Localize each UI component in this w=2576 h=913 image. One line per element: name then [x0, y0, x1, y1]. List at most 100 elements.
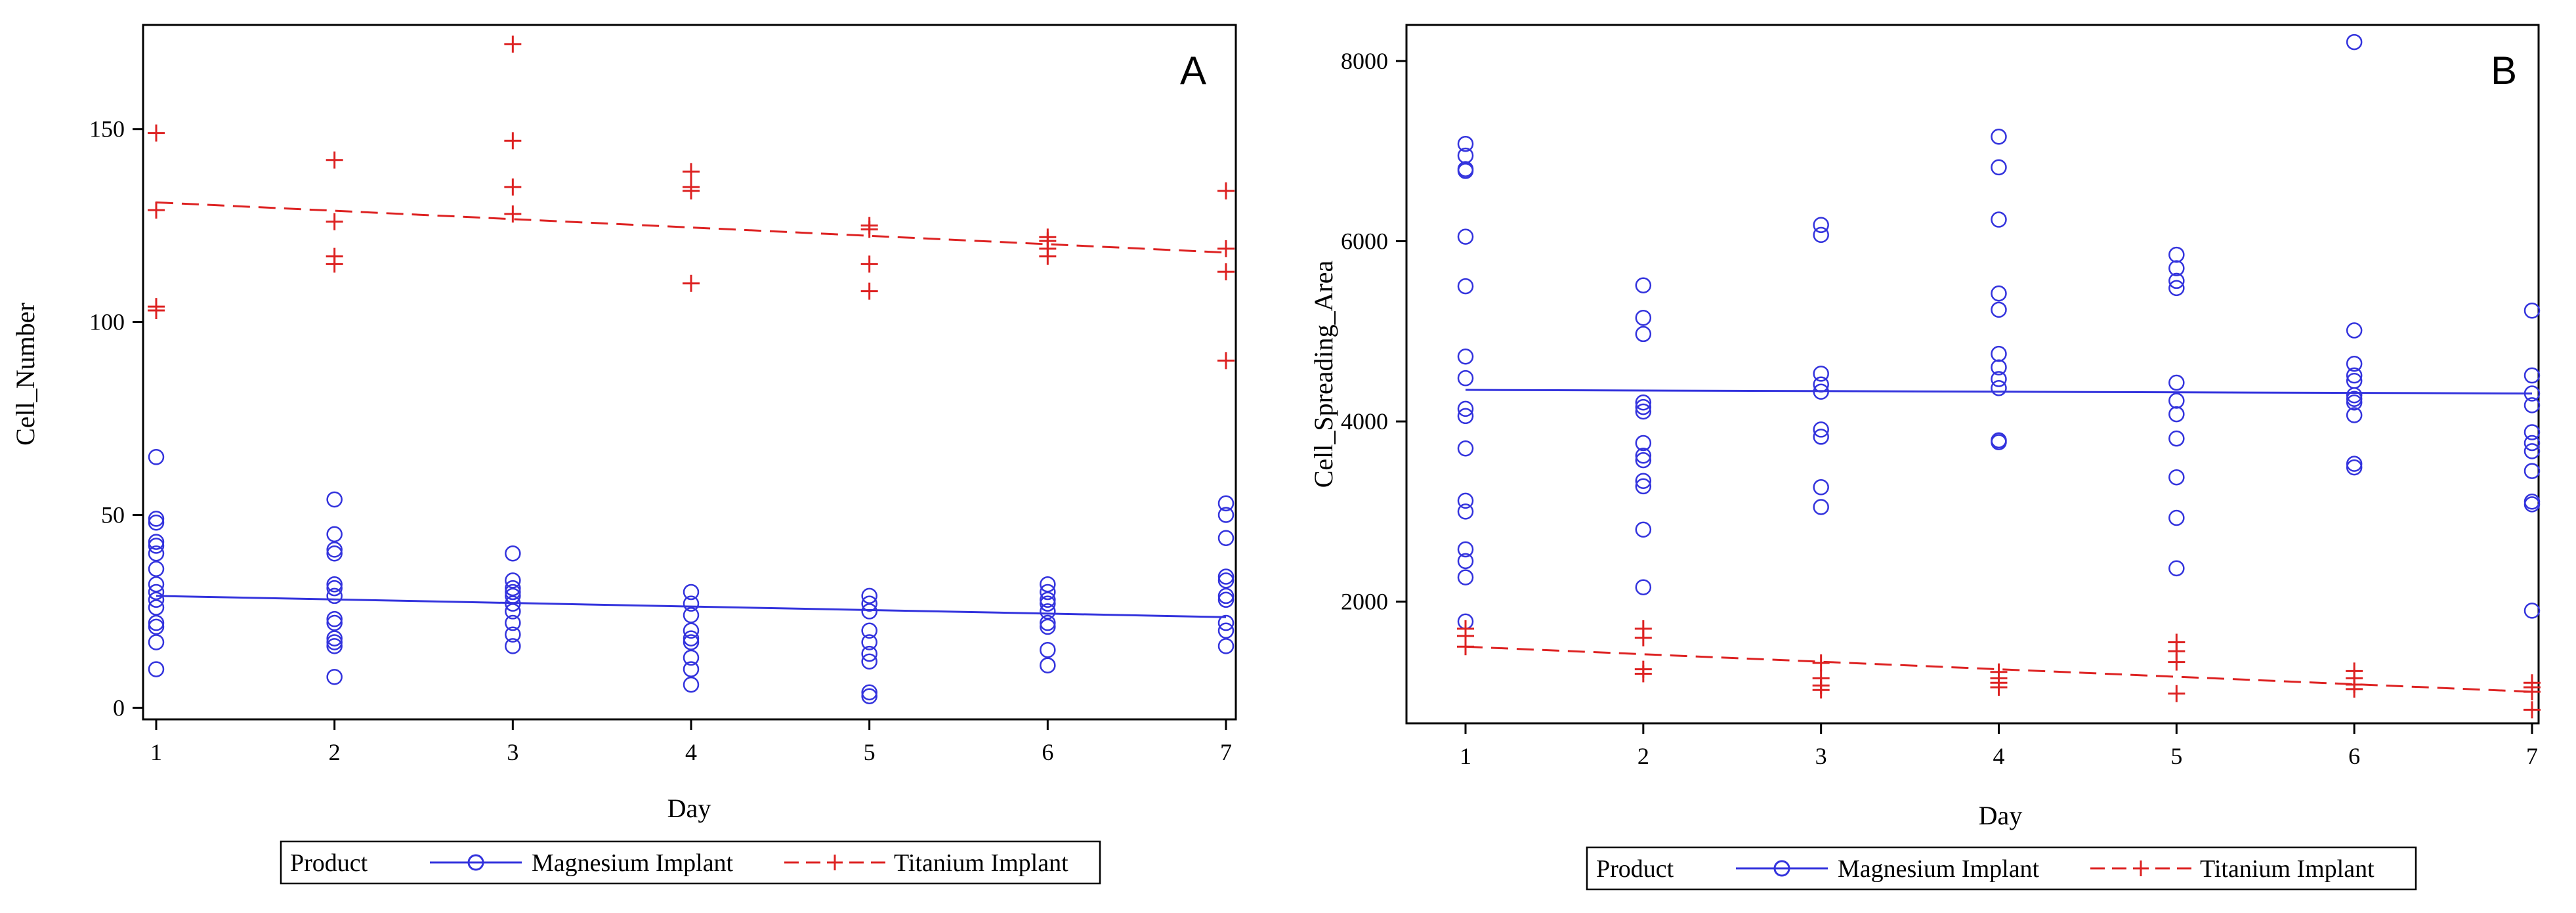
panel-b-titanium-point [2346, 680, 2363, 698]
panel-b-plot-frame [1405, 24, 2540, 725]
panel-b-magnesium-point [2523, 435, 2541, 452]
panel-a-titanium-point [1217, 240, 1235, 257]
panel-b-y-axis-label: Cell_Spreading_Area [1309, 260, 1338, 488]
panel-a-magnesium-point [148, 599, 165, 616]
panel-a-titanium-point [1217, 182, 1235, 200]
panel-b-magnesium-point [1457, 492, 1474, 509]
panel-b-titanium-point [2168, 653, 2185, 671]
panel-b-magnesium-point [1457, 370, 1474, 387]
panel-a-titanium-point [683, 274, 700, 292]
panel-b-magnesium-point [1457, 278, 1474, 295]
panel-a-magnesium-point [861, 595, 877, 612]
panel-b-ticks: 1 2 3 4 5 6 7 2000 4000 6000 8000 [1341, 48, 2538, 769]
panel-a-titanium-point [683, 182, 700, 200]
panel-b-magnesium-point [1635, 579, 1652, 595]
panel-b-magnesium-point [2168, 560, 2185, 577]
panel-b-magnesium-point [1457, 503, 1474, 520]
panel-a-titanium-point [504, 132, 522, 150]
panel-b-y-tick-label: 4000 [1341, 408, 1388, 435]
panel-b-y-tick-label: 6000 [1341, 228, 1388, 254]
panel-a-x-tick-label: 7 [1220, 739, 1232, 765]
panel-b-x-tick-label: 5 [2170, 743, 2182, 769]
panel-b-magnesium-point [1635, 473, 1652, 489]
panel-b-magnesium-point [1991, 159, 2007, 176]
panel-b-magnesium-point [1991, 371, 2007, 387]
panel-b-magnesium-point [1457, 228, 1474, 245]
panel-a-legend-titanium-marker [827, 855, 843, 870]
panel-b-magnesium-point [1635, 447, 1652, 464]
panel-a-magnesium-point [326, 526, 343, 543]
panel-a-x-axis-label: Day [667, 794, 711, 823]
panel-b-magnesium-point [1635, 452, 1652, 469]
panel-b-magnesium-point [1813, 429, 1829, 445]
panel-a-magnesium-point [1217, 572, 1235, 589]
panel-b-magnesium-point [1991, 128, 2007, 145]
panel-a-x-tick-label: 3 [507, 739, 518, 765]
panel-b-x-tick-label: 2 [1637, 743, 1649, 769]
panel-b-titanium-point [1990, 679, 2008, 696]
panel-b-magnesium-point [2168, 430, 2185, 447]
panel-a-magnesium-point [1217, 507, 1235, 523]
panel-a-magnesium-point [148, 545, 165, 562]
panel-b-magnesium-point [1991, 285, 2007, 302]
panel-a-magnesium-point [861, 622, 877, 639]
panel-a-magnesium-point [1040, 591, 1056, 608]
panel-b-magnesium-point [2346, 459, 2363, 476]
panel-b-legend-title: Product [1596, 855, 1674, 883]
panel-a-magnesium-point [683, 622, 700, 639]
panel-a-plot-frame [142, 24, 1237, 721]
panel-b-legend-titanium-marker [2133, 860, 2149, 876]
panel-a-titanium-point [326, 255, 343, 273]
panel-b-magnesium-point [2346, 355, 2363, 372]
panel-b-marks [1457, 33, 2541, 719]
panel-b-magnesium-point [2523, 603, 2541, 619]
panel-a-magnesium-point [1040, 603, 1056, 620]
panel-b-magnesium-point [1813, 479, 1829, 496]
panel-a-magnesium-point [148, 511, 165, 527]
panel-a-magnesium-point [148, 576, 165, 593]
panel-a-magnesium-point [1040, 584, 1056, 601]
panel-b-magnesium-point [2523, 302, 2541, 319]
panel-a-magnesium-point [148, 514, 165, 531]
panel-b-magnesium-point [1813, 421, 1829, 438]
panel-a-magnesium-point [148, 634, 165, 650]
panel-b-magnesium-point [1813, 226, 1829, 244]
panel-b-magnesium-point [1457, 348, 1474, 365]
panel-b-magnesium-point [1813, 366, 1829, 382]
panel-a-titanium-point [1217, 352, 1235, 370]
panel-a-magnesium-point [861, 688, 877, 704]
panel-a-magnesium-point [1040, 576, 1056, 593]
panel-b-magnesium-point [2168, 280, 2185, 297]
panel-b-magnesium-point [2168, 469, 2185, 486]
panel-b-magnesium-point [2346, 407, 2363, 423]
panel-b-magnesium-point [2523, 367, 2541, 384]
panel-b-titanium-point [1812, 654, 1830, 672]
panel-b-chart: 1 2 3 4 5 6 7 2000 4000 6000 8000 B Day Cell_Sprea… [1309, 24, 2541, 891]
panel-a-y-tick-label: 0 [113, 694, 125, 721]
panel-a-magnesium-point [683, 595, 700, 612]
panel-a-legend-title: Product [290, 849, 368, 877]
panel-b-titanium-point [1812, 681, 1830, 699]
panel-a-magnesium-point [505, 572, 521, 589]
panel-a-magnesium-point [683, 634, 700, 650]
panel-b-magnesium-point [1635, 478, 1652, 495]
panel-a-ticks: 1 2 3 4 5 6 7 0 50 100 150 [89, 116, 1232, 765]
panel-a-magnesium-point [505, 614, 521, 631]
panel-a-magnesium-point [505, 638, 521, 654]
panel-b-x-axis-label: Day [1979, 801, 2023, 830]
panel-a-magnesium-point [861, 653, 877, 670]
panel-b-magnesium-point [2168, 406, 2185, 423]
panel-b-legend-magnesium-marker [1773, 860, 1790, 877]
panel-b-x-tick-label: 1 [1460, 743, 1471, 769]
panel-b-y-tick-label: 8000 [1341, 48, 1388, 74]
panel-b-magnesium-point [2168, 374, 2185, 391]
panel-a-magnesium-point [148, 534, 165, 550]
panel-a-magnesium-point [326, 630, 343, 647]
panel-b-x-tick-label: 4 [1993, 743, 2005, 769]
panel-a-legend-magnesium-label: Magnesium Implant [532, 849, 734, 877]
panel-b-magnesium-point [1635, 309, 1652, 326]
panel-a-magnesium-point [1040, 618, 1056, 635]
panel-b-magnesium-point [1457, 440, 1474, 457]
panel-a-magnesium-point [148, 661, 165, 677]
panel-b-magnesium-point [2523, 496, 2541, 513]
